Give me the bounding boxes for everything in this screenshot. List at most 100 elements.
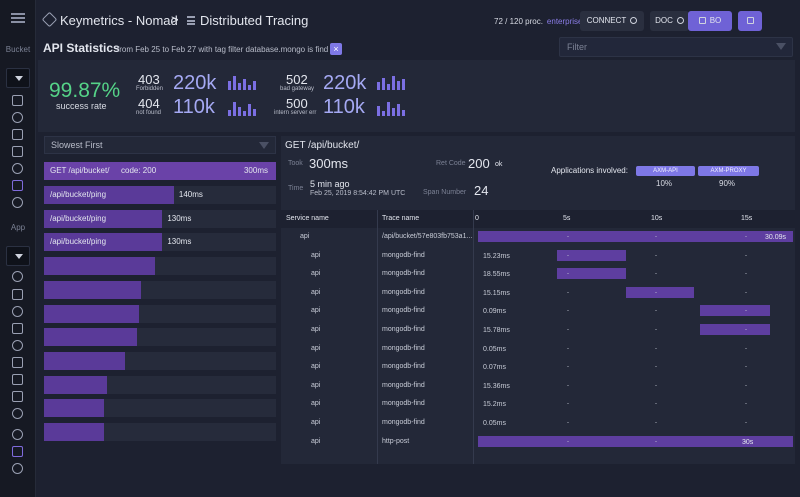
span-trace-name[interactable]: mongodb-find (382, 270, 425, 278)
span-timeline-bar[interactable] (557, 249, 626, 261)
timeline-tick-mark: - (745, 382, 747, 389)
col-service-name[interactable]: Service name (286, 215, 329, 222)
span-trace-name[interactable]: mongodb-find (382, 381, 425, 389)
list-icon[interactable] (12, 357, 23, 368)
timeline-tick-mark: - (745, 271, 747, 278)
span-trace-name[interactable]: mongodb-find (382, 344, 425, 352)
timeline-tick-mark: - (655, 364, 657, 371)
route-row[interactable] (44, 304, 276, 323)
span-duration: 0.09ms (483, 308, 506, 316)
timeline-tick-mark: - (655, 438, 657, 445)
status-code-label: intern server err (274, 110, 317, 116)
route-row[interactable]: /api/bucket/ping 130ms (44, 209, 276, 228)
globe-icon[interactable] (12, 408, 23, 419)
filter-input[interactable]: Filter (559, 37, 793, 57)
sort-select[interactable]: Slowest First (44, 136, 276, 154)
line-chart-icon[interactable] (12, 289, 23, 300)
route-row[interactable]: /api/bucket/ping 130ms (44, 233, 276, 252)
hamburger-menu-icon[interactable] (11, 13, 25, 23)
span-number-value: 24 (474, 183, 489, 198)
settings-icon[interactable] (12, 463, 23, 474)
play-icon[interactable] (12, 340, 23, 351)
span-duration: 15.78ms (483, 327, 510, 334)
database-icon[interactable] (12, 95, 23, 106)
tracing-icon[interactable] (12, 446, 23, 457)
timeline-tick-mark: - (655, 382, 657, 389)
globe-icon[interactable] (12, 163, 23, 174)
breadcrumb-bucket[interactable]: Keymetrics - Nomad (60, 13, 178, 28)
chat-button[interactable] (738, 11, 762, 31)
status-code: 403 (138, 72, 160, 87)
column-divider (473, 210, 474, 464)
span-trace-name[interactable]: mongodb-find (382, 363, 425, 371)
route-row[interactable] (44, 257, 276, 276)
span-trace-name[interactable]: mongodb-find (382, 400, 425, 408)
span-service: api (311, 400, 321, 408)
span-trace-name[interactable]: mongodb-find (382, 251, 425, 259)
status-count: 110k (323, 96, 365, 118)
memory-icon[interactable] (12, 391, 23, 402)
bo-button[interactable]: BO (688, 11, 732, 31)
bucket-dropdown[interactable] (6, 68, 30, 88)
span-timeline-bar[interactable] (626, 286, 694, 298)
span-service: api (311, 326, 321, 333)
span-trace-name[interactable]: http-post (382, 437, 410, 445)
timeline-tick-mark: - (567, 252, 569, 259)
route-row[interactable] (44, 423, 276, 441)
globe-icon[interactable] (12, 429, 23, 440)
bucket-section-label: Bucket (5, 45, 31, 54)
remove-filter-button[interactable]: × (330, 43, 342, 55)
span-timeline-bar[interactable] (700, 324, 770, 335)
span-duration: 15.2ms (483, 401, 506, 409)
filter-placeholder: Filter (567, 42, 587, 52)
span-timeline-bar[interactable] (557, 268, 626, 280)
status-count: 220k (323, 72, 367, 94)
span-trace-name[interactable]: mongodb-find (382, 288, 425, 296)
route-row-selected[interactable]: GET /api/bucket/ code: 200 300ms (44, 162, 276, 180)
dashboard-icon[interactable] (12, 129, 23, 140)
app-chip[interactable]: AXM-API (636, 166, 695, 176)
external-link-icon (698, 17, 706, 24)
app-dropdown[interactable] (6, 246, 30, 266)
breadcrumb-page: Distributed Tracing (200, 13, 309, 28)
span-duration: 15.23ms (483, 252, 510, 260)
connect-label: CONNECT (586, 16, 627, 25)
timeline-tick-mark: - (655, 327, 657, 333)
route-row[interactable] (44, 399, 276, 418)
route-duration-bar (44, 328, 137, 347)
span-trace-name[interactable]: mongodb-find (382, 326, 425, 333)
trace-detail-panel (281, 136, 795, 464)
hexagon-icon[interactable] (12, 112, 23, 123)
connect-button[interactable]: CONNECT (580, 11, 644, 31)
route-name: /api/bucket/ping (50, 190, 107, 199)
took-value: 300ms (309, 156, 349, 171)
route-row[interactable] (44, 351, 276, 370)
apps-involved-label: Applications involved: (551, 166, 628, 175)
span-timeline-bar[interactable] (478, 231, 793, 242)
gauge-icon[interactable] (12, 271, 23, 282)
span-trace-name[interactable]: /api/bucket/57e803fb753a1... (382, 233, 473, 240)
route-row[interactable]: /api/bucket/ping 140ms (44, 186, 276, 204)
span-trace-name[interactable]: mongodb-find (382, 419, 425, 426)
span-timeline-bar[interactable] (700, 305, 770, 317)
timeline-tick-mark: - (745, 401, 747, 408)
route-row[interactable] (44, 375, 276, 394)
col-trace-name[interactable]: Trace name (382, 215, 420, 222)
bug-icon[interactable] (12, 306, 23, 317)
plan-label[interactable]: enterprise (546, 17, 583, 26)
doc-button[interactable]: DOC (650, 11, 689, 31)
span-trace-name[interactable]: mongodb-find (382, 307, 425, 315)
log-icon[interactable] (12, 323, 23, 334)
transactions-icon[interactable] (12, 146, 23, 157)
timeline-tick-mark: - (655, 345, 657, 352)
tracing-icon[interactable] (12, 180, 23, 191)
span-timeline-bar[interactable] (478, 435, 793, 447)
timeline-tick-mark: - (745, 438, 747, 445)
route-row[interactable] (44, 328, 276, 347)
bar-chart-icon[interactable] (12, 374, 23, 385)
app-chip[interactable]: AXM-PROXY (698, 166, 759, 176)
settings-icon[interactable] (12, 197, 23, 208)
span-duration: 0.07ms (483, 364, 506, 372)
route-row[interactable] (44, 280, 276, 299)
ret-code-text: ok (495, 161, 503, 168)
